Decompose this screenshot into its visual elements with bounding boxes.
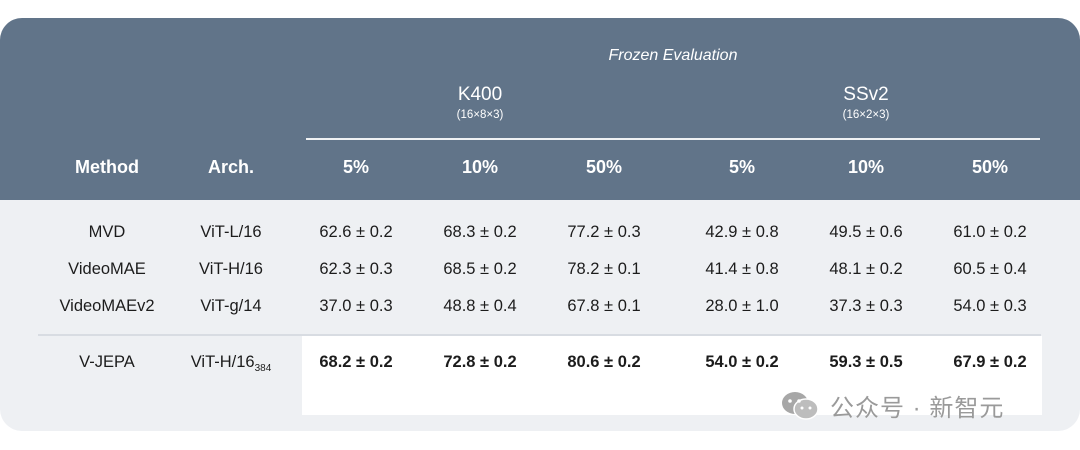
row-1-arch: ViT-L/16 [200, 223, 262, 241]
row-3-ssv2-5: 28.0 ± 1.0 [705, 297, 779, 315]
row-4-k400-5: 68.2 ± 0.2 [319, 353, 393, 371]
row-1-ssv2-50: 61.0 ± 0.2 [953, 223, 1027, 241]
row-separator [38, 334, 1041, 336]
row-1-ssv2-10: 49.5 ± 0.6 [829, 223, 903, 241]
group-sub-k400: (16×8×3) [456, 109, 504, 121]
row-3-ssv2-50: 54.0 ± 0.3 [953, 297, 1027, 315]
frozen-evaluation-label: Frozen Evaluation [608, 47, 738, 64]
watermark-text: 公众号 · 新智元 [830, 395, 1005, 422]
row-2-k400-5: 62.3 ± 0.3 [319, 260, 393, 278]
row-3-k400-50: 67.8 ± 0.1 [567, 297, 641, 315]
row-2-ssv2-50: 60.5 ± 0.4 [953, 260, 1027, 278]
row-2-k400-10: 68.5 ± 0.2 [443, 260, 517, 278]
column-header-k400-50: 50% [585, 157, 623, 177]
row-4-k400-50: 80.6 ± 0.2 [567, 353, 641, 371]
row-4-ssv2-5: 54.0 ± 0.2 [705, 353, 779, 371]
column-header-k400-10: 10% [461, 157, 499, 177]
row-3-k400-5: 37.0 ± 0.3 [319, 297, 393, 315]
row-4-ssv2-10: 59.3 ± 0.5 [829, 353, 903, 371]
row-2-ssv2-5: 41.4 ± 0.8 [705, 260, 779, 278]
row-4-method: V-JEPA [79, 353, 135, 371]
row-4-arch-subscript: 384 [254, 363, 272, 374]
row-1-ssv2-5: 42.9 ± 0.8 [705, 223, 779, 241]
watermark: 公众号 · 新智元 [780, 388, 1004, 423]
row-1-k400-50: 77.2 ± 0.3 [567, 223, 641, 241]
row-3-arch: ViT-g/14 [200, 297, 262, 315]
row-2-k400-50: 78.2 ± 0.1 [567, 260, 641, 278]
group-title-ssv2: SSv2 [843, 84, 889, 105]
header-divider [306, 138, 1040, 140]
column-header-ssv2-5: 5% [728, 157, 755, 177]
row-3-method: VideoMAEv2 [59, 297, 155, 315]
row-3-ssv2-10: 37.3 ± 0.3 [829, 297, 903, 315]
column-header-ssv2-10: 10% [847, 157, 885, 177]
row-1-method: MVD [88, 223, 126, 241]
row-2-method: VideoMAE [68, 260, 146, 278]
highlight-row-background [302, 336, 1042, 415]
row-4-k400-10: 72.8 ± 0.2 [443, 353, 517, 371]
row-2-arch: ViT-H/16 [199, 260, 263, 278]
row-1-k400-10: 68.3 ± 0.2 [443, 223, 517, 241]
column-header-k400-5: 5% [342, 157, 369, 177]
results-table-card: Frozen Evaluation K400 (16×8×3) SSv2 (16… [0, 18, 1080, 431]
row-4-arch-cell: ViT-H/16384 [174, 353, 288, 374]
group-title-k400: K400 [457, 84, 503, 105]
row-1-k400-5: 62.6 ± 0.2 [319, 223, 393, 241]
column-header-arch: Arch. [207, 157, 254, 177]
row-3-k400-10: 48.8 ± 0.4 [443, 297, 517, 315]
row-2-ssv2-10: 48.1 ± 0.2 [829, 260, 903, 278]
table-header: Frozen Evaluation K400 (16×8×3) SSv2 (16… [0, 18, 1080, 200]
wechat-icon [782, 391, 819, 420]
row-4-ssv2-50: 67.9 ± 0.2 [953, 353, 1027, 371]
column-header-method: Method [75, 157, 139, 177]
group-sub-ssv2: (16×2×3) [842, 109, 890, 121]
row-4-arch: ViT-H/16 [190, 353, 255, 371]
column-header-ssv2-50: 50% [971, 157, 1009, 177]
